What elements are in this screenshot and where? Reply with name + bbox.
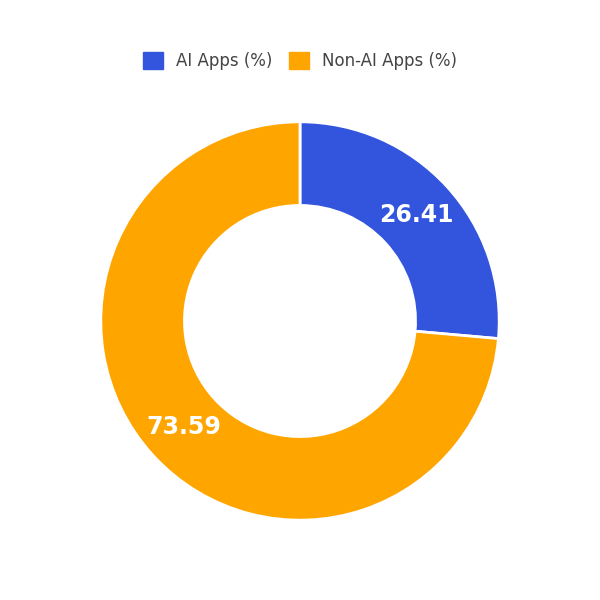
Wedge shape [300,122,499,338]
Wedge shape [101,122,499,520]
Text: 26.41: 26.41 [379,203,454,227]
Legend: AI Apps (%), Non-AI Apps (%): AI Apps (%), Non-AI Apps (%) [136,46,464,77]
Text: 73.59: 73.59 [146,415,221,439]
